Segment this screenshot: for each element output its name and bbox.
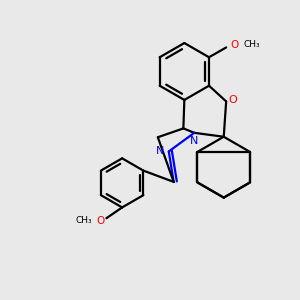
Text: CH₃: CH₃ [76, 216, 92, 225]
Text: N: N [156, 146, 165, 157]
Text: CH₃: CH₃ [243, 40, 260, 50]
Text: N: N [190, 136, 199, 146]
Text: O: O [96, 216, 104, 226]
Text: O: O [230, 40, 238, 50]
Text: O: O [228, 95, 237, 105]
